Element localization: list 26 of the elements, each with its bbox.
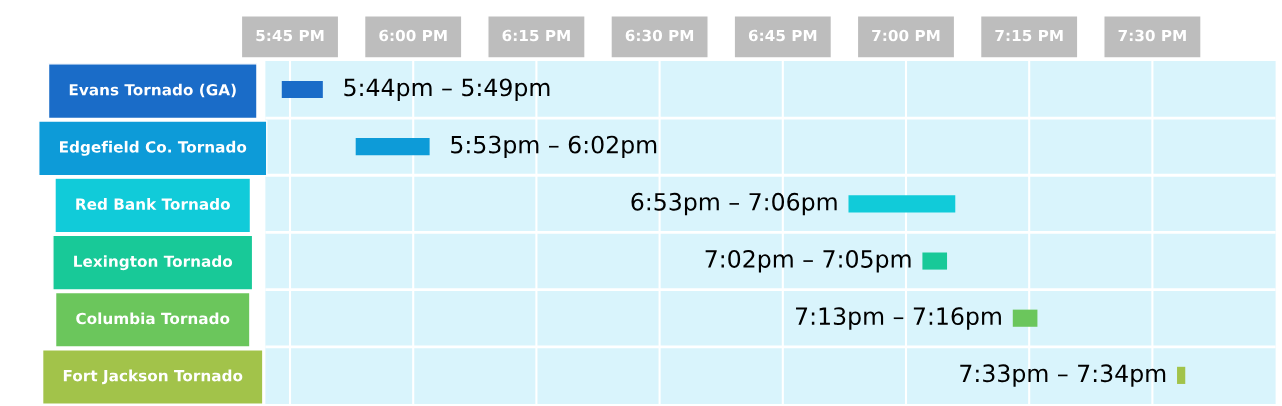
data-label: 5:53pm – 6:02pm (451, 135, 657, 159)
bar (1177, 366, 1186, 384)
x-tick-label: 6:45 PM (748, 29, 817, 42)
bar (848, 195, 956, 213)
bar (281, 80, 323, 99)
data-label: 5:44pm – 5:49pm (344, 78, 550, 101)
data-label: 7:33pm – 7:34pm (960, 364, 1166, 387)
y-tick-label: Evans Tornado (GA) (69, 83, 236, 98)
y-tick-label: Columbia Tornado (76, 312, 230, 325)
x-tick-label: 7:30 PM (1118, 29, 1186, 42)
data-label: 7:02pm – 7:05pm (705, 250, 911, 273)
bar (1012, 309, 1038, 327)
bar (355, 138, 430, 156)
bar (922, 252, 948, 270)
y-tick-label: Lexington Tornado (74, 255, 233, 271)
x-tick-label: 6:00 PM (379, 29, 447, 42)
x-tick-label: 7:00 PM (872, 29, 940, 42)
x-tick-label: 6:15 PM (502, 29, 570, 42)
y-tick-label: Fort Jackson Tornado (63, 369, 243, 385)
x-tick-label: 6:30 PM (625, 29, 694, 42)
data-label: 6:53pm – 7:06pm (631, 192, 837, 216)
x-tick-label: 7:15 PM (995, 29, 1063, 42)
y-tick-label: Red Bank Tornado (76, 198, 230, 210)
x-tick-label: 5:45 PM (256, 29, 324, 42)
y-tick-label: Edgefield Co. Tornado (60, 140, 247, 156)
data-label: 7:13pm – 7:16pm (796, 307, 1001, 330)
